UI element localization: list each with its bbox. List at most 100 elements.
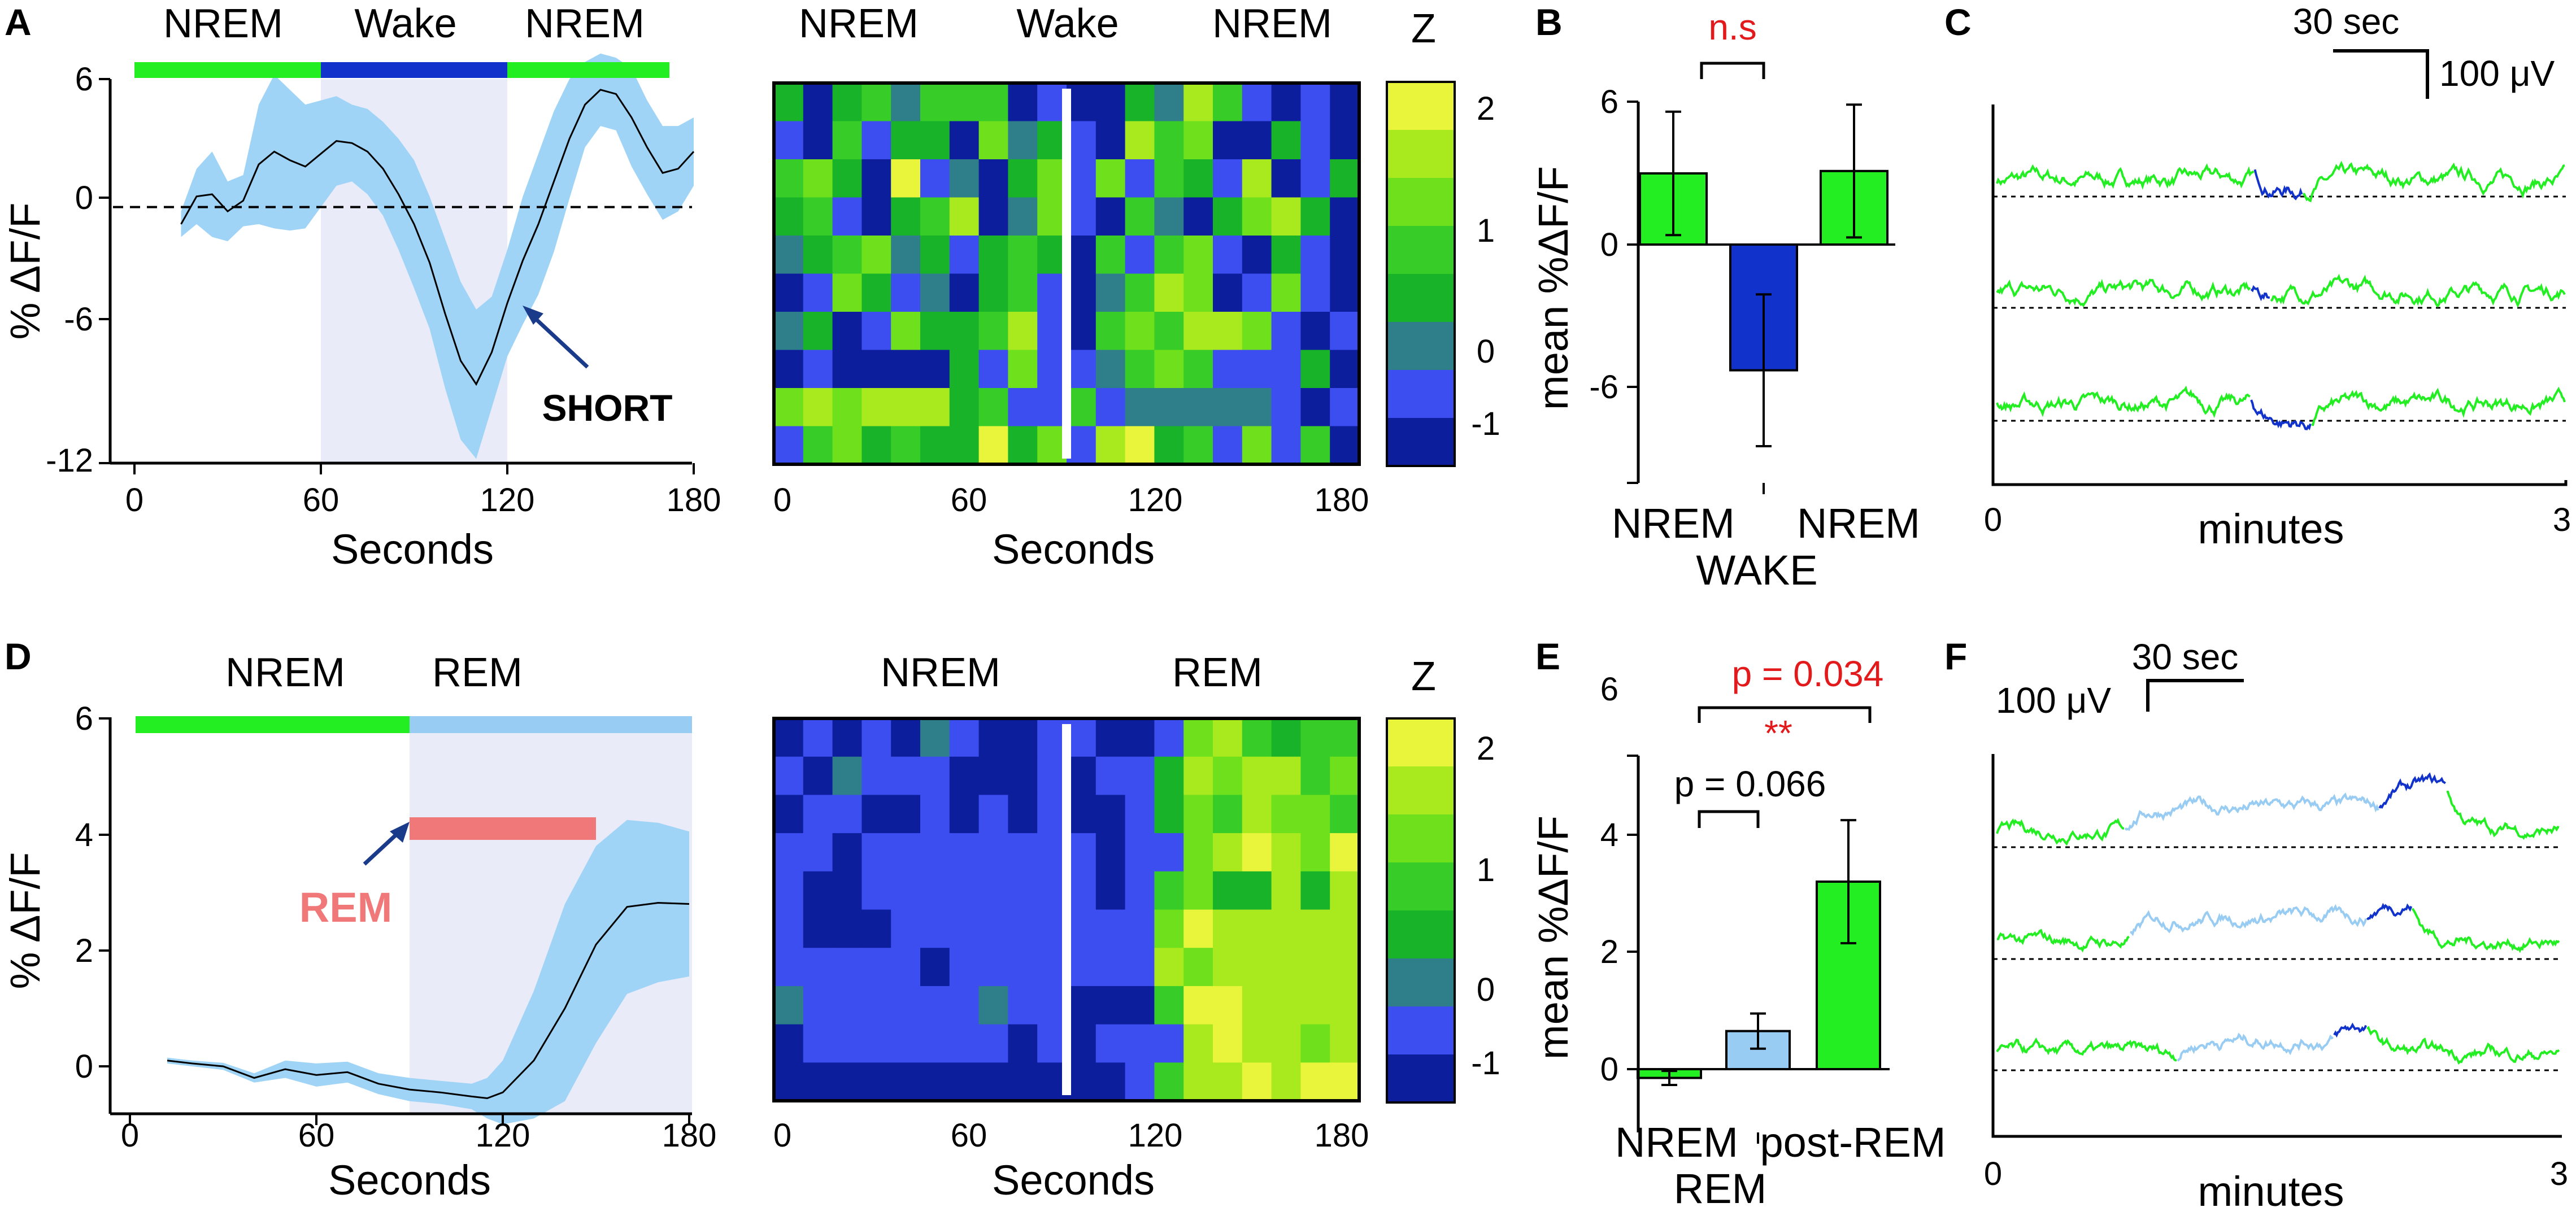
eeg-trace-segment xyxy=(2447,791,2560,840)
eeg-trace-segment xyxy=(2253,169,2303,201)
heatmap-cell xyxy=(774,426,804,465)
heatmap-cell xyxy=(861,1062,891,1101)
x-tick-label: 0 xyxy=(1984,1156,2002,1192)
arrow-icon xyxy=(523,306,543,325)
panel-label-f: F xyxy=(1944,635,1967,677)
heatmap-cell xyxy=(1008,197,1038,236)
heatmap-cell xyxy=(1271,1062,1301,1101)
heatmap-cell xyxy=(978,1024,1008,1063)
heatmap-cell xyxy=(803,388,833,427)
heatmap-cell xyxy=(1008,83,1038,122)
heatmap-cell xyxy=(1183,756,1213,795)
colorbar-swatch xyxy=(1387,418,1455,467)
heatmap-cell xyxy=(891,236,921,274)
heatmap-cell xyxy=(1125,350,1155,389)
heatmap-cell xyxy=(891,312,921,351)
heatmap-cell xyxy=(920,756,950,795)
heatmap-cell xyxy=(920,871,950,910)
x-tick-label: 60 xyxy=(298,1117,335,1154)
heatmap-cell xyxy=(1183,83,1213,122)
heatmap-cell xyxy=(1037,159,1067,198)
heatmap-cell xyxy=(774,909,804,948)
panel-f: F 30 sec 100 μV 0 3 minutes xyxy=(1944,635,2568,1215)
heatmap-cell xyxy=(1067,795,1096,834)
y-tick-label: 2 xyxy=(1600,934,1618,970)
heatmap-cell xyxy=(1067,833,1096,872)
heatmap-cell xyxy=(1242,350,1272,389)
heatmap-cell xyxy=(1154,83,1184,122)
heatmap-cell xyxy=(861,1024,891,1063)
heatmap-frame xyxy=(772,717,1361,1102)
heatmap-cell xyxy=(1242,871,1272,910)
y-ticks xyxy=(99,78,110,464)
heatmap-cell xyxy=(949,83,980,122)
heatmap-cell xyxy=(1242,833,1272,872)
heatmap-cell xyxy=(861,948,891,987)
heatmap-cell xyxy=(861,795,891,834)
heatmap-cell xyxy=(1154,833,1184,872)
heatmap-cell xyxy=(1008,236,1038,274)
heatmap-cell xyxy=(1154,159,1184,198)
heatmap-cell xyxy=(1067,121,1096,160)
heatmap-cell xyxy=(1271,718,1301,757)
heatmap-cell xyxy=(920,718,950,757)
heatmap-cell xyxy=(803,795,833,834)
heatmap-cell xyxy=(1271,350,1301,389)
y-axis-label: % ΔF/F xyxy=(2,203,49,340)
heatmap-cell xyxy=(949,795,980,834)
x-ticks xyxy=(129,1114,690,1125)
heatmap-cell xyxy=(949,121,980,160)
heatmap-cell xyxy=(1067,312,1096,351)
heatmap-cell xyxy=(774,795,804,834)
state-label-rem: REM xyxy=(1172,650,1263,695)
eeg-trace-segment xyxy=(2366,903,2413,921)
heatmap-cells xyxy=(774,718,1360,1101)
colorbar-tick-label: 2 xyxy=(1477,90,1495,127)
heatmap-cell xyxy=(803,273,833,312)
colorbar-swatch xyxy=(1387,766,1455,815)
heatmap-cell xyxy=(774,350,804,389)
heatmap-cell xyxy=(861,871,891,910)
heatmap-cell xyxy=(861,83,891,122)
panel-label-e: E xyxy=(1535,635,1560,677)
heatmap-cell xyxy=(1242,1024,1272,1063)
heatmap-cell xyxy=(1300,83,1330,122)
category-label: REM xyxy=(1674,1165,1766,1212)
heatmap-cell xyxy=(774,388,804,427)
y-ticks xyxy=(1627,755,1638,1070)
x-tick-label: 3 xyxy=(2553,502,2571,538)
heatmap-cell xyxy=(1037,197,1067,236)
colorbar-swatch xyxy=(1387,370,1455,419)
heatmap-cell xyxy=(1183,795,1213,834)
heatmap-cell xyxy=(1154,986,1184,1025)
annotation-short: SHORT xyxy=(542,387,673,429)
heatmap-cell xyxy=(920,388,950,427)
eeg-trace-segment xyxy=(1996,278,2251,307)
heatmap-cell xyxy=(1125,388,1155,427)
heatmap-cell xyxy=(1067,1062,1096,1101)
heatmap-cell xyxy=(1067,426,1096,465)
heatmap-cell xyxy=(1095,795,1126,834)
state-label-nrem: NREM xyxy=(225,650,345,695)
heatmap-cell xyxy=(1125,312,1155,351)
heatmap-cell xyxy=(1242,312,1272,351)
heatmap-cell xyxy=(861,197,891,236)
eeg-trace-segment xyxy=(2378,772,2446,809)
heatmap-cell xyxy=(1330,833,1360,872)
heatmap-cell xyxy=(1125,986,1155,1025)
heatmap-cell xyxy=(1154,948,1184,987)
category-label: NREM xyxy=(1612,500,1735,547)
colorbar-swatch xyxy=(1387,1054,1455,1103)
heatmap-cell xyxy=(949,833,980,872)
heatmap-cell xyxy=(1095,388,1126,427)
heatmap-cell xyxy=(978,121,1008,160)
heatmap-cell xyxy=(978,718,1008,757)
colorbar-swatch xyxy=(1387,178,1455,226)
heatmap-cell xyxy=(1271,948,1301,987)
error-bar xyxy=(1661,1070,1677,1087)
colorbar-tick-label: 1 xyxy=(1477,212,1495,249)
heatmap-cell xyxy=(1242,1062,1272,1101)
heatmap-cell xyxy=(1037,909,1067,948)
heatmap-cell xyxy=(1037,718,1067,757)
heatmap-cell xyxy=(1095,948,1126,987)
